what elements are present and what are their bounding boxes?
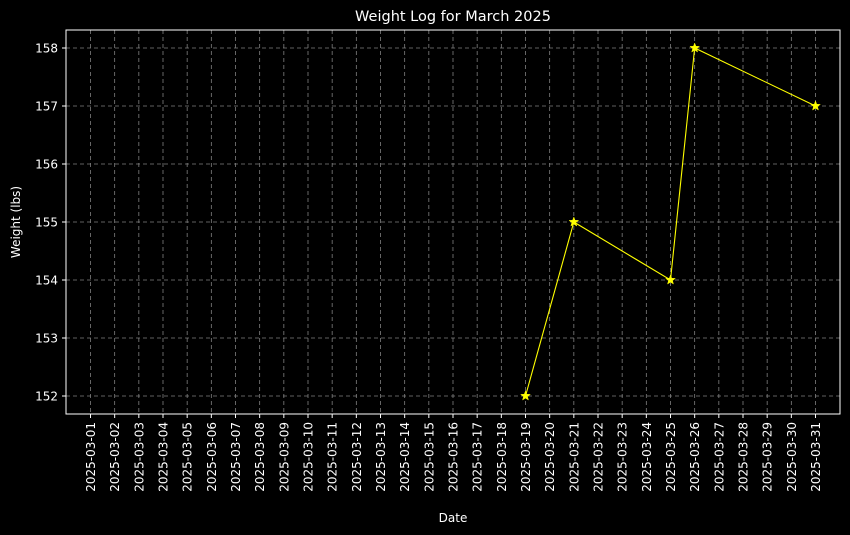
x-tick-label: 2025-03-14 [398, 422, 412, 492]
x-tick-label: 2025-03-08 [253, 422, 267, 492]
data-point-marker [689, 42, 701, 53]
y-tick-label: 155 [35, 216, 58, 230]
x-tick-label: 2025-03-31 [809, 422, 823, 492]
x-tick-label: 2025-03-21 [567, 422, 581, 492]
x-tick-label: 2025-03-28 [737, 422, 751, 492]
x-tick-label: 2025-03-13 [374, 422, 388, 492]
data-point-marker [665, 274, 676, 285]
x-tick-label: 2025-03-27 [712, 422, 726, 492]
x-tick-label: 2025-03-01 [84, 422, 98, 492]
x-tick-label: 2025-03-25 [664, 422, 678, 492]
grid [66, 30, 840, 414]
data-point-marker [568, 216, 580, 227]
data-point-marker [810, 100, 821, 111]
x-tick-label: 2025-03-03 [132, 422, 146, 492]
x-tick-label: 2025-03-15 [422, 422, 436, 492]
x-axis-ticks: 2025-03-01 2025-03-02 2025-03-03 2025-03-04… [84, 414, 823, 492]
y-tick-label: 157 [35, 100, 58, 114]
x-tick-label: 2025-03-05 [181, 422, 195, 492]
y-axis-label: Weight (lbs) [9, 186, 23, 258]
x-tick-label: 2025-03-19 [519, 422, 533, 492]
y-tick-label: 152 [35, 390, 58, 404]
x-tick-label: 2025-03-10 [302, 422, 316, 492]
x-tick-label: 2025-03-29 [761, 422, 775, 492]
x-tick-label: 2025-03-04 [157, 422, 171, 492]
x-axis-label: Date [439, 511, 468, 525]
x-tick-label: 2025-03-26 [688, 422, 702, 492]
x-tick-label: 2025-03-12 [350, 422, 364, 492]
chart-title: Weight Log for March 2025 [355, 9, 551, 25]
y-tick-label: 158 [35, 42, 58, 56]
plot-frame [65, 29, 841, 415]
x-tick-label: 2025-03-22 [592, 422, 606, 492]
x-tick-label: 2025-03-23 [616, 422, 630, 492]
x-tick-label: 2025-03-06 [205, 422, 219, 492]
y-axis-ticks: 152 153 154 155 156 157 158 [35, 42, 66, 404]
x-tick-label: 2025-03-17 [471, 422, 485, 492]
y-tick-label: 153 [35, 332, 58, 346]
x-tick-label: 2025-03-09 [277, 422, 291, 492]
x-tick-label: 2025-03-11 [326, 422, 340, 492]
x-tick-label: 2025-03-18 [495, 422, 509, 492]
x-tick-label: 2025-03-16 [447, 422, 461, 492]
x-tick-label: 2025-03-30 [785, 422, 799, 492]
x-tick-label: 2025-03-07 [229, 422, 243, 492]
y-tick-label: 156 [35, 158, 58, 172]
x-tick-label: 2025-03-02 [108, 422, 122, 492]
data-point-marker [520, 390, 531, 401]
x-tick-label: 2025-03-20 [543, 422, 557, 492]
series-layer [520, 42, 821, 401]
y-tick-label: 154 [35, 274, 58, 288]
x-tick-label: 2025-03-24 [640, 422, 654, 492]
